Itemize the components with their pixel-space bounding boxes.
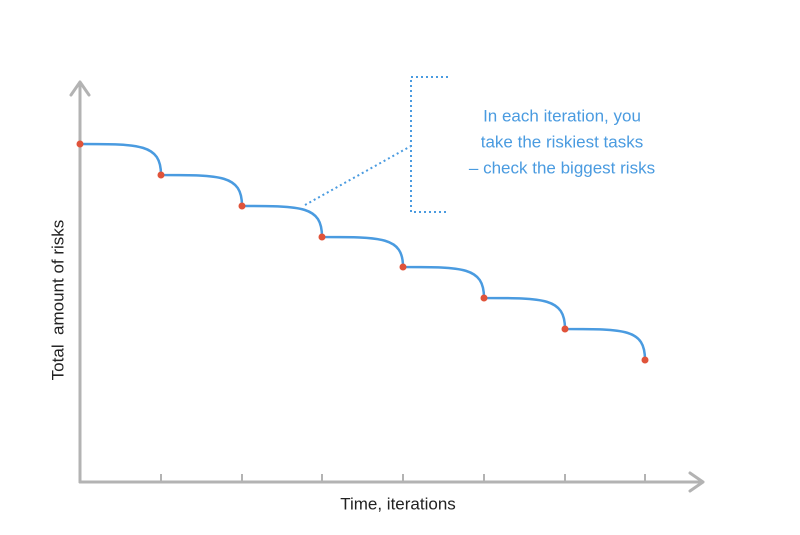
x-axis — [78, 471, 705, 493]
point — [641, 356, 649, 364]
point — [399, 263, 407, 271]
x-axis-label: Time, iterations — [340, 494, 456, 513]
y-axis-label: Total amount of risks — [48, 220, 67, 381]
point — [480, 294, 488, 302]
axes — [69, 80, 705, 493]
annotation: In each iteration, you take the riskiest… — [469, 106, 655, 177]
iteration-points — [76, 140, 649, 364]
point — [561, 325, 569, 333]
risk-curve — [79, 142, 647, 361]
point — [157, 171, 165, 179]
point — [76, 140, 84, 148]
y-axis — [69, 80, 91, 484]
callout-bracket — [410, 76, 448, 213]
point — [318, 233, 326, 241]
callout-pointer — [304, 145, 412, 206]
x-ticks — [160, 474, 646, 482]
annotation-line: take the riskiest tasks — [481, 132, 644, 151]
point — [238, 202, 246, 210]
annotation-line: – check the biggest risks — [469, 158, 655, 177]
annotation-line: In each iteration, you — [483, 106, 641, 125]
